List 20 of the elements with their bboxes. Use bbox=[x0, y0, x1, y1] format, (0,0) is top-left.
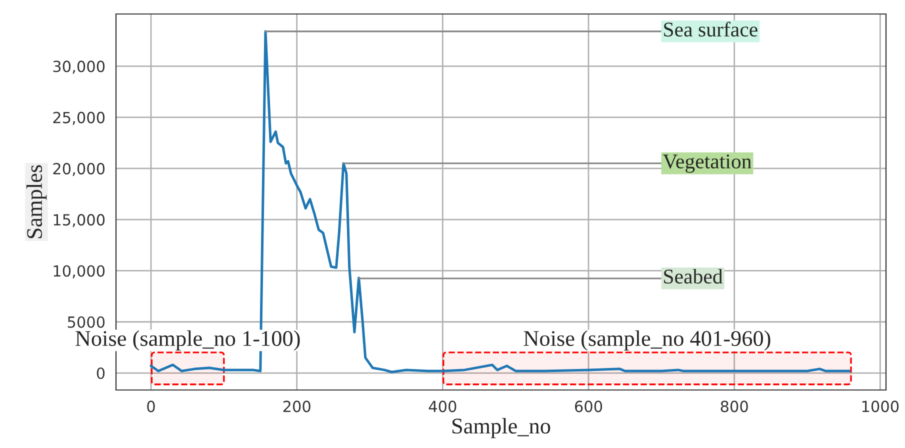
y-tick-label: 0 bbox=[96, 367, 105, 380]
x-tick-label: 1000 bbox=[862, 400, 899, 412]
annotation: Sea surface bbox=[664, 22, 758, 37]
annotation: Seabed bbox=[664, 268, 723, 284]
band-label: Noise (sample_no 401-960) bbox=[524, 330, 770, 351]
x-axis-title: Sample_no bbox=[452, 418, 550, 438]
y-tick-label: 20,000 bbox=[53, 162, 105, 176]
y-tick-label: 30,000 bbox=[53, 60, 105, 74]
x-tick-label: 600 bbox=[574, 400, 602, 412]
x-tick-label: 400 bbox=[428, 400, 456, 412]
band-label: Noise (sample_no 1-100) bbox=[76, 330, 300, 351]
y-tick-label: 10,000 bbox=[54, 265, 105, 278]
x-tick-label: 200 bbox=[283, 400, 310, 412]
y-axis-title: Samples bbox=[26, 165, 47, 238]
x-tick-label: 0 bbox=[147, 400, 155, 412]
y-tick-label: 15,000 bbox=[54, 214, 105, 228]
y-tick-label: 5000 bbox=[68, 316, 105, 328]
annotation: Vegetation bbox=[662, 154, 752, 173]
x-tick-label: 800 bbox=[720, 400, 748, 412]
y-tick-label: 25,000 bbox=[53, 112, 105, 125]
